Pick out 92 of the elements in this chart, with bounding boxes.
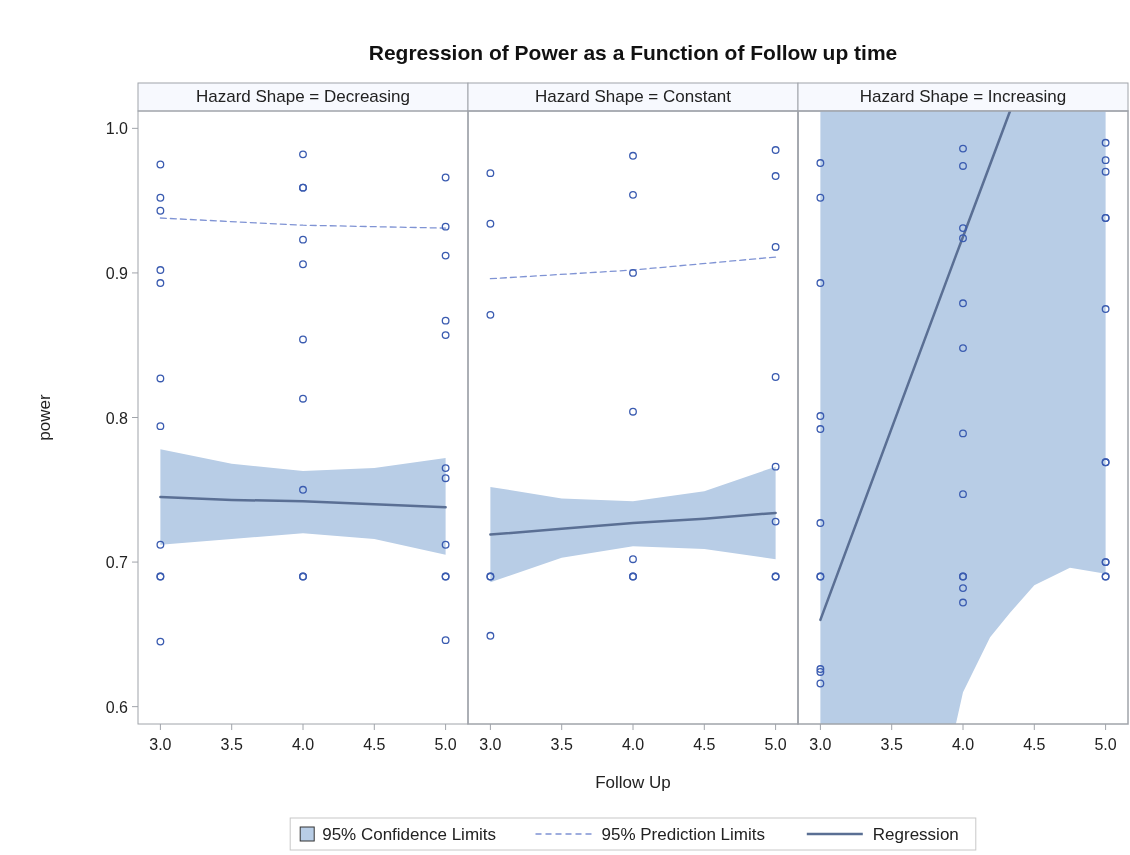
y-tick-label: 0.7 bbox=[105, 554, 129, 572]
x-tick-label: 4.0 bbox=[291, 736, 315, 753]
x-tick-label: 4.5 bbox=[693, 736, 716, 753]
point bbox=[299, 150, 307, 159]
point bbox=[816, 519, 825, 527]
x-tick-label: 5.0 bbox=[434, 736, 457, 753]
point bbox=[816, 279, 825, 287]
point bbox=[959, 161, 967, 170]
point bbox=[816, 679, 825, 688]
point bbox=[441, 636, 450, 645]
chart-subtitle: Hazard Shape = Decreasing bbox=[195, 87, 411, 106]
point bbox=[156, 637, 165, 646]
point bbox=[771, 172, 780, 181]
point bbox=[959, 584, 967, 593]
point bbox=[156, 160, 165, 169]
line-series bbox=[159, 495, 447, 509]
point bbox=[629, 151, 637, 160]
y-tick-label: 0.6 bbox=[105, 698, 129, 716]
point bbox=[486, 310, 495, 319]
point bbox=[816, 665, 825, 674]
x-tick-label: 4.0 bbox=[621, 736, 645, 753]
legend-label: 95% Prediction Limits bbox=[601, 825, 765, 844]
point bbox=[771, 146, 780, 154]
point bbox=[816, 193, 825, 202]
y-tick-label: 0.9 bbox=[105, 264, 129, 282]
point bbox=[1101, 167, 1110, 176]
point bbox=[1101, 305, 1110, 314]
point bbox=[299, 235, 307, 244]
point bbox=[816, 668, 825, 676]
x-tick-label: 4.0 bbox=[951, 736, 975, 753]
point bbox=[156, 374, 165, 383]
y-tick-label: 1.0 bbox=[105, 120, 129, 138]
point bbox=[771, 462, 780, 471]
point bbox=[959, 429, 967, 438]
point bbox=[959, 344, 967, 353]
point bbox=[959, 490, 967, 499]
point bbox=[486, 169, 495, 178]
point bbox=[629, 407, 637, 416]
point bbox=[156, 540, 165, 549]
point bbox=[771, 373, 780, 381]
point bbox=[486, 631, 495, 640]
point bbox=[629, 190, 637, 199]
chart-subtitle: Hazard Shape = Increasing bbox=[859, 87, 1067, 106]
text: 95% Confidence Limits bbox=[322, 825, 497, 844]
point bbox=[299, 335, 307, 344]
x-tick-label: 4.5 bbox=[363, 736, 386, 753]
point bbox=[156, 279, 165, 287]
x-tick-label: 4.5 bbox=[1023, 736, 1046, 753]
point bbox=[299, 485, 307, 494]
x-tick-label: 5.0 bbox=[1094, 736, 1117, 753]
point bbox=[156, 266, 165, 274]
x-axis-title: Follow Up bbox=[595, 773, 671, 792]
point bbox=[959, 234, 967, 243]
point bbox=[441, 251, 450, 260]
point bbox=[441, 464, 450, 473]
y-tick-label: 0.8 bbox=[105, 409, 129, 427]
point bbox=[156, 422, 165, 431]
point bbox=[959, 144, 967, 153]
point bbox=[441, 540, 450, 549]
x-tick-label: 5.0 bbox=[764, 736, 787, 753]
point bbox=[441, 474, 450, 483]
point bbox=[816, 412, 825, 420]
chart-subtitle: Hazard Shape = Constant bbox=[534, 87, 732, 106]
point bbox=[771, 517, 780, 526]
point bbox=[816, 159, 825, 167]
point bbox=[959, 224, 967, 233]
y-axis-title: power bbox=[35, 394, 54, 441]
point bbox=[771, 242, 780, 251]
point bbox=[441, 316, 450, 325]
x-tick-label: 3.0 bbox=[809, 736, 832, 753]
point bbox=[299, 260, 307, 269]
point bbox=[486, 219, 495, 228]
point bbox=[441, 331, 450, 340]
point bbox=[959, 299, 967, 308]
x-tick-label: 3.0 bbox=[149, 736, 172, 753]
point bbox=[299, 394, 307, 403]
point bbox=[629, 555, 637, 564]
point bbox=[959, 598, 967, 607]
point bbox=[441, 173, 450, 182]
point bbox=[156, 206, 165, 215]
x-tick-label: 3.5 bbox=[220, 736, 243, 753]
point bbox=[441, 222, 450, 231]
text: Regression of Power as a Function of Follow up time bbox=[368, 41, 898, 64]
x-tick-label: 3.5 bbox=[550, 736, 573, 753]
point bbox=[629, 268, 637, 277]
legend-label: Regression bbox=[872, 825, 959, 844]
point bbox=[156, 193, 165, 202]
point bbox=[816, 425, 825, 434]
point bbox=[1101, 138, 1110, 147]
x-tick-label: 3.5 bbox=[880, 736, 903, 753]
point bbox=[1101, 156, 1110, 165]
x-tick-label: 3.0 bbox=[479, 736, 502, 753]
